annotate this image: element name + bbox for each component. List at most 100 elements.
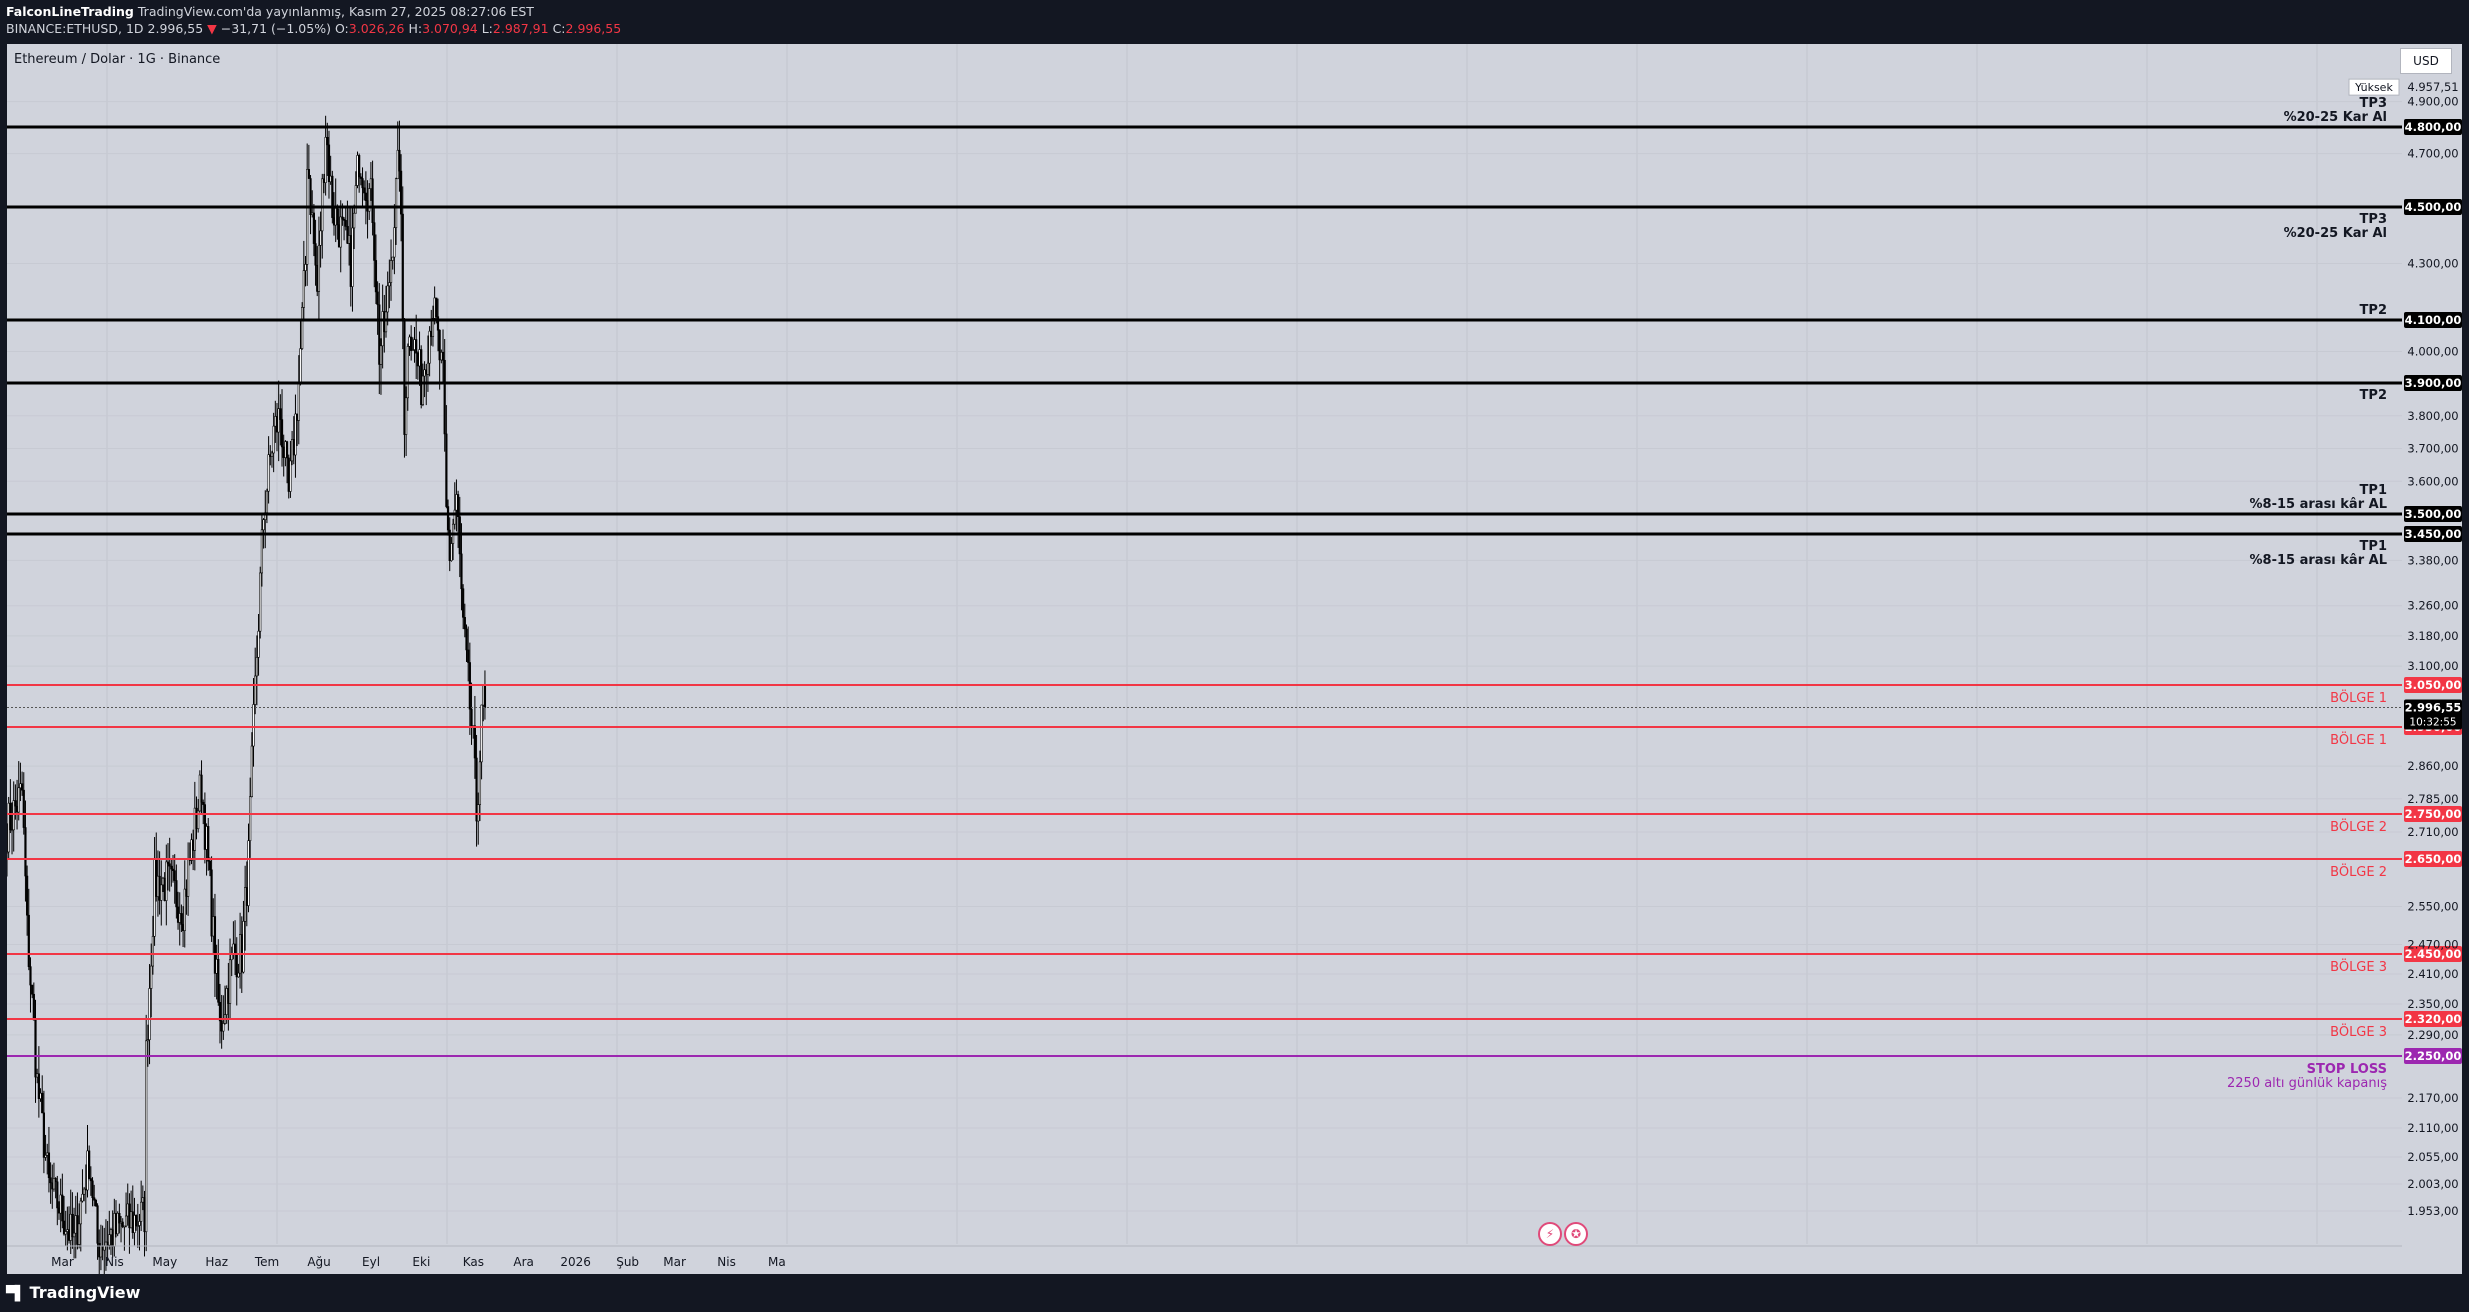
- candle-body: [445, 433, 448, 507]
- candle-body: [398, 149, 401, 172]
- candle-body: [399, 170, 403, 215]
- candle-body: [455, 494, 458, 511]
- candle-body: [7, 802, 10, 853]
- candle-body: [396, 149, 399, 180]
- y-tick-label: 2.550,00: [2407, 900, 2458, 914]
- candle-body: [83, 1188, 86, 1195]
- candle-body: [284, 441, 287, 458]
- candle-body: [210, 869, 213, 937]
- candle-body: [49, 1177, 52, 1184]
- candle-body: [440, 351, 443, 361]
- low-value: 2.987,91: [492, 21, 549, 36]
- candle-body: [265, 490, 269, 513]
- publish-info: TradingView.com'da yayınlanmış, Kasım 27…: [137, 4, 534, 19]
- candle-body: [301, 307, 304, 349]
- candle-body: [388, 282, 391, 287]
- candle-body: [379, 345, 383, 365]
- candle-body: [9, 802, 12, 831]
- candle-body: [81, 1193, 84, 1202]
- candle-body: [327, 144, 331, 183]
- x-tick-label: Tem: [254, 1255, 279, 1269]
- candle-body: [10, 829, 14, 832]
- candle-body: [473, 725, 476, 759]
- brand-name: TradingView: [29, 1283, 141, 1302]
- candle-body: [332, 217, 336, 226]
- author-name[interactable]: FalconLineTrading: [6, 4, 134, 19]
- y-tick-label: 4.000,00: [2407, 345, 2458, 359]
- candle-body: [228, 959, 232, 1004]
- candle-body: [140, 1201, 143, 1222]
- candle-body: [99, 1245, 103, 1258]
- candle-body: [207, 826, 210, 862]
- candle-body: [274, 416, 277, 427]
- candle-body: [119, 1221, 123, 1224]
- currency-selector[interactable]: USD: [2400, 48, 2452, 74]
- y-tick-label: 2.290,00: [2407, 1028, 2458, 1042]
- candle-body: [116, 1212, 119, 1235]
- ohlc-line: BINANCE:ETHUSD, 1D 2.996,55 ▼ −31,71 (−1…: [6, 21, 621, 36]
- y-tick-label: 2.410,00: [2407, 967, 2458, 981]
- x-tick-label: Mar: [663, 1255, 686, 1269]
- candle-body: [34, 1019, 37, 1078]
- candle-body: [483, 684, 487, 708]
- candle-body: [44, 1155, 47, 1158]
- candle-body: [192, 839, 195, 851]
- candle-body: [282, 446, 285, 458]
- y-tick-label: 3.600,00: [2407, 474, 2458, 488]
- candle-body: [197, 810, 200, 830]
- candle-body: [411, 349, 414, 351]
- candle-body: [249, 796, 252, 842]
- candle-body: [299, 348, 302, 384]
- candle-body: [51, 1182, 54, 1190]
- candle-body: [175, 880, 178, 908]
- candle-body: [225, 988, 228, 1015]
- chart-area[interactable]: TP3 %20-25 Kar Al 4.800,00 TP3 %20-25 Kar Al…: [7, 44, 2462, 1274]
- candle-body: [482, 684, 485, 706]
- candle-body: [428, 330, 431, 364]
- candle-body: [413, 339, 416, 350]
- high-marker-box: [2348, 78, 2400, 96]
- level-note: TP2: [2360, 303, 2387, 318]
- candle-body: [294, 413, 297, 456]
- level-price-tag: [2404, 506, 2462, 522]
- candle-body: [74, 1215, 77, 1234]
- candle-body: [84, 1188, 87, 1191]
- y-tick-label: 3.800,00: [2407, 409, 2458, 423]
- candle-body: [363, 187, 366, 194]
- candle-body: [12, 800, 15, 831]
- candle-body: [215, 958, 218, 974]
- candle-body: [180, 913, 183, 925]
- candle-body: [237, 972, 240, 978]
- candle-body: [324, 136, 327, 183]
- candle-body: [453, 509, 456, 525]
- candle-body: [150, 965, 153, 989]
- level-note: %20-25 Kar Al: [2284, 226, 2387, 241]
- candle-body: [384, 311, 388, 333]
- candle-body: [250, 745, 253, 798]
- candle-body: [296, 413, 299, 421]
- candle-body: [465, 628, 468, 651]
- candle-body: [98, 1242, 101, 1258]
- candle-body: [111, 1229, 114, 1247]
- current-price-label: 2.996,55: [2405, 700, 2462, 714]
- level-price-tag: [2404, 526, 2462, 542]
- level-note: TP1: [2360, 539, 2387, 554]
- candle-body: [463, 617, 466, 630]
- candle-body: [143, 1197, 146, 1233]
- high-value: 3.070,94: [422, 21, 478, 36]
- candle-body: [233, 943, 237, 955]
- us-flag-icon[interactable]: ✪: [1564, 1222, 1588, 1246]
- level-price-label: 2.450,00: [2405, 947, 2462, 961]
- last-price: 2.996,55: [147, 21, 204, 36]
- candle-body: [369, 178, 373, 189]
- lightning-icon[interactable]: ⚡: [1538, 1222, 1562, 1246]
- tradingview-logo[interactable]: ▀▌ TradingView: [6, 1283, 140, 1302]
- x-tick-label: Ara: [513, 1255, 534, 1269]
- candle-body: [113, 1213, 116, 1247]
- candle-body: [480, 704, 483, 763]
- candle-body: [89, 1178, 92, 1182]
- candle-body: [346, 226, 349, 244]
- level-price-tag: [2404, 1011, 2462, 1027]
- level-price-label: 4.500,00: [2405, 200, 2462, 214]
